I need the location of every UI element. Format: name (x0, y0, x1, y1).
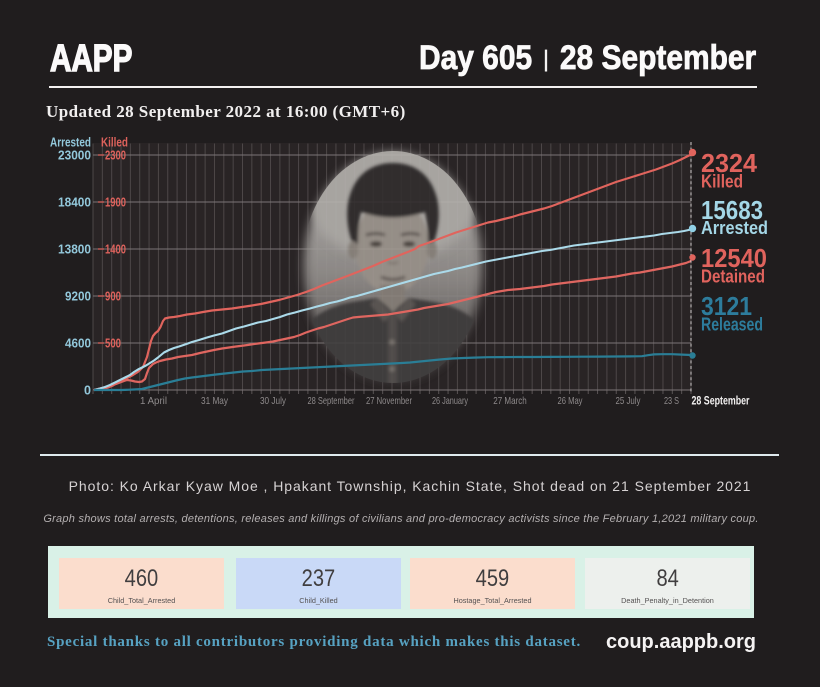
svg-text:25 July: 25 July (616, 395, 642, 407)
svg-text:Killed: Killed (101, 135, 128, 150)
svg-text:Arrested: Arrested (50, 135, 91, 150)
svg-text:Killed: Killed (701, 171, 743, 192)
svg-text:23000: 23000 (58, 148, 91, 163)
svg-text:23 S: 23 S (664, 395, 679, 407)
svg-text:31 May: 31 May (201, 395, 229, 407)
svg-text:13800: 13800 (58, 242, 91, 257)
svg-text:27 November: 27 November (366, 395, 412, 407)
svg-text:26 May: 26 May (558, 395, 584, 407)
svg-text:12540: 12540 (701, 243, 767, 273)
svg-text:28 September: 28 September (308, 395, 355, 407)
svg-text:500: 500 (105, 336, 121, 351)
svg-text:1900: 1900 (105, 195, 126, 210)
svg-text:30 July: 30 July (260, 395, 287, 407)
svg-text:2324: 2324 (701, 148, 758, 178)
svg-text:28 September: 28 September (692, 396, 750, 408)
svg-text:1400: 1400 (105, 242, 126, 257)
svg-text:18400: 18400 (58, 195, 91, 210)
svg-text:4600: 4600 (65, 336, 91, 351)
svg-text:27 March: 27 March (493, 395, 527, 407)
svg-text:15683: 15683 (701, 195, 763, 225)
svg-text:900: 900 (105, 289, 121, 304)
svg-text:Arrested: Arrested (701, 217, 768, 238)
svg-text:2300: 2300 (105, 148, 126, 163)
svg-text:Released: Released (701, 314, 763, 335)
svg-text:0: 0 (84, 383, 91, 398)
svg-text:Detained: Detained (701, 266, 765, 287)
svg-text:9200: 9200 (65, 289, 91, 304)
svg-text:3121: 3121 (701, 291, 752, 321)
svg-text:1 April: 1 April (140, 395, 167, 407)
svg-text:26 January: 26 January (432, 395, 469, 407)
